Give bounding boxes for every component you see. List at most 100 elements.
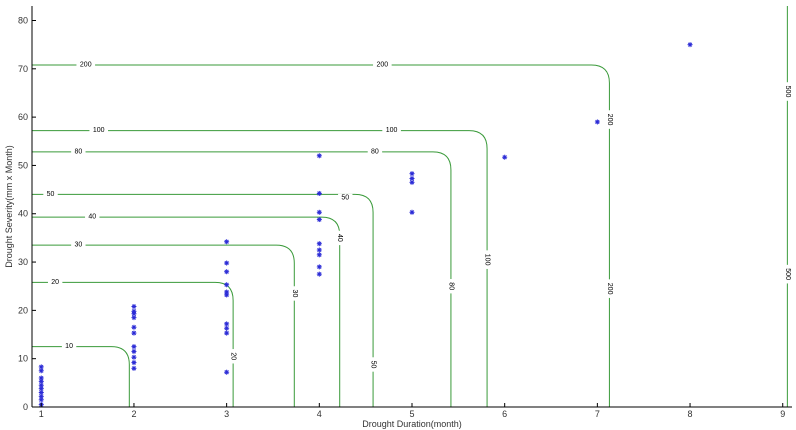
- contour-label-bg: [605, 110, 614, 129]
- contour-label-text: 100: [386, 127, 398, 134]
- data-point: [131, 348, 137, 354]
- contour-20: [32, 281, 234, 407]
- contour-label-bg: [335, 230, 344, 246]
- x-tick-label: 7: [595, 409, 600, 419]
- contour-label-200: 200: [373, 60, 392, 69]
- contour-label-bg: [71, 147, 86, 156]
- contour-label-bg: [369, 357, 378, 372]
- marker-stroke: [131, 355, 137, 360]
- contour-label-text: 50: [47, 191, 55, 198]
- marker-stroke: [39, 383, 44, 388]
- x-tick-label: 4: [317, 409, 322, 419]
- x-tick-label: 2: [131, 409, 136, 419]
- contour-label-200: 200: [605, 279, 614, 298]
- contour-label-text: 10: [65, 343, 73, 350]
- contour-label-text: 20: [51, 279, 59, 286]
- contour-label-text: 80: [447, 282, 454, 290]
- contour-label-100: 100: [382, 126, 401, 135]
- data-point: [409, 209, 415, 215]
- contour-200: [32, 64, 610, 407]
- axes: 1 2 3 4 5 6 7 8 9 0 10 20 30 40 50 60 70 80: [18, 6, 792, 419]
- contour-100: [32, 130, 488, 407]
- contour-80: [32, 151, 452, 407]
- marker-stroke: [595, 119, 600, 125]
- marker-stroke: [224, 239, 229, 244]
- contour-label-40: 40: [335, 230, 344, 246]
- y-tick-label: 40: [18, 209, 28, 219]
- data-point: [316, 252, 322, 258]
- contour-label-100: 100: [483, 250, 492, 269]
- marker-stroke: [39, 379, 44, 384]
- contour-label-bg: [89, 126, 109, 135]
- contour-label-bg: [43, 190, 58, 199]
- contour-10: [32, 346, 130, 407]
- data-point: [131, 315, 137, 321]
- contour-label-bg: [290, 286, 299, 301]
- contour-50: [32, 193, 374, 407]
- contour-label-30: 30: [290, 286, 299, 301]
- marker-stroke: [131, 309, 137, 314]
- marker-stroke: [224, 269, 229, 274]
- data-point: [316, 241, 322, 247]
- contour-label-text: 80: [371, 148, 379, 155]
- contour-label-text: 100: [484, 254, 491, 266]
- contour-label-text: 40: [336, 234, 343, 242]
- marker-stroke: [409, 176, 415, 181]
- marker-stroke: [39, 368, 44, 373]
- marker-stroke: [317, 252, 322, 257]
- data-point: [224, 269, 230, 275]
- marker-stroke: [502, 155, 507, 160]
- data-point: [316, 153, 322, 159]
- contour-label-80: 80: [367, 147, 383, 156]
- marker-stroke: [224, 282, 229, 287]
- contour-label-500: 500: [783, 82, 792, 101]
- marker-stroke: [224, 321, 229, 327]
- contour-30: [32, 244, 295, 407]
- data-point: [131, 344, 137, 350]
- x-tick-label: 9: [780, 409, 785, 419]
- y-axis-ticks: 0 10 20 30 40 50 60 70 80: [18, 15, 36, 412]
- data-point: [316, 247, 322, 253]
- data-point: [409, 175, 415, 181]
- data-point: [38, 382, 44, 388]
- contour-label-10: 10: [61, 342, 77, 351]
- marker-stroke: [131, 304, 137, 309]
- marker-stroke: [39, 390, 44, 395]
- data-point: [224, 321, 230, 327]
- data-point: [224, 239, 230, 245]
- y-axis-title: Drought Severity(mm x Month): [4, 145, 14, 268]
- data-point: [131, 308, 137, 314]
- data-point: [316, 217, 322, 223]
- contour-label-30: 30: [71, 241, 86, 250]
- marker-stroke: [409, 180, 415, 185]
- y-tick-label: 30: [18, 257, 28, 267]
- marker-stroke: [224, 330, 229, 336]
- marker-stroke: [317, 271, 322, 277]
- data-point: [224, 289, 230, 295]
- contour-label-bg: [783, 82, 792, 101]
- x-tick-label: 3: [224, 409, 229, 419]
- marker-stroke: [317, 241, 322, 246]
- contour-label-text: 200: [376, 61, 388, 68]
- marker-stroke: [131, 325, 137, 330]
- data-point: [316, 190, 322, 196]
- marker-stroke: [131, 330, 137, 336]
- contour-label-text: 80: [74, 148, 82, 155]
- data-point: [131, 324, 137, 330]
- contour-label-text: 50: [370, 361, 377, 369]
- y-tick-label: 50: [18, 160, 28, 170]
- y-tick-label: 60: [18, 112, 28, 122]
- y-tick-label: 80: [18, 15, 28, 25]
- contour-label-text: 200: [606, 114, 613, 126]
- contour-label-text: 500: [784, 86, 791, 98]
- contour-label-50: 50: [369, 357, 378, 372]
- marker-stroke: [687, 42, 693, 47]
- marker-stroke: [39, 394, 44, 399]
- marker-stroke: [131, 344, 137, 349]
- contour-label-20: 20: [47, 278, 63, 287]
- contour-label-80: 80: [446, 279, 455, 294]
- marker-stroke: [317, 153, 322, 158]
- marker-stroke: [317, 191, 322, 196]
- x-tick-label: 8: [688, 409, 693, 419]
